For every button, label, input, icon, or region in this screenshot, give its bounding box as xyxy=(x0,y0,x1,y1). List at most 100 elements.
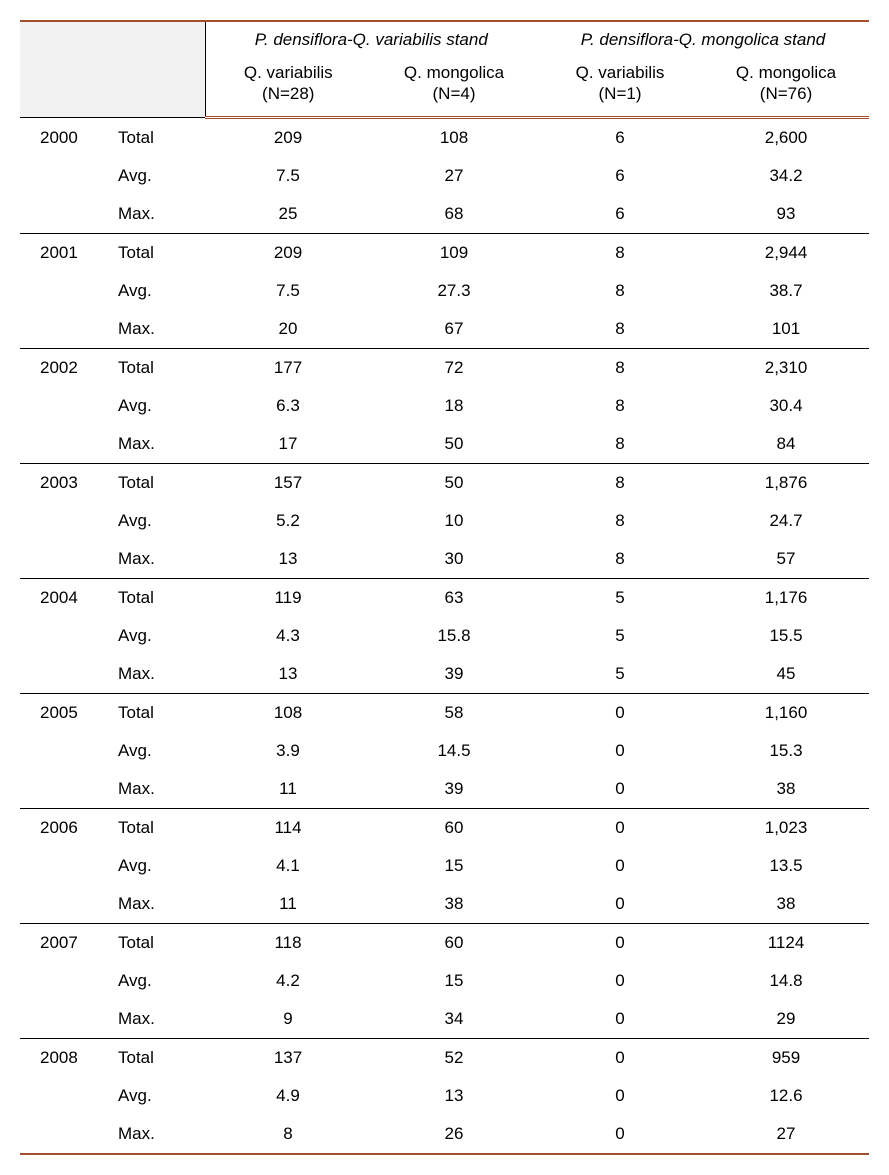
value-cell: 8 xyxy=(537,464,703,503)
value-cell: 5 xyxy=(537,617,703,655)
value-cell: 29 xyxy=(703,1000,869,1039)
stat-cell: Total xyxy=(110,924,205,963)
year-cell xyxy=(20,732,110,770)
stat-cell: Avg. xyxy=(110,502,205,540)
stat-cell: Max. xyxy=(110,425,205,464)
value-cell: 34 xyxy=(371,1000,537,1039)
value-cell: 0 xyxy=(537,924,703,963)
header-blank xyxy=(20,21,205,118)
value-cell: 6.3 xyxy=(205,387,371,425)
year-cell xyxy=(20,847,110,885)
value-cell: 157 xyxy=(205,464,371,503)
year-cell xyxy=(20,502,110,540)
header-col-1-name: Q. variabilis xyxy=(206,62,372,83)
value-cell: 0 xyxy=(537,1115,703,1154)
value-cell: 5 xyxy=(537,579,703,618)
value-cell: 0 xyxy=(537,770,703,809)
value-cell: 209 xyxy=(205,118,371,158)
value-cell: 30.4 xyxy=(703,387,869,425)
value-cell: 27.3 xyxy=(371,272,537,310)
table-row: 2004Total1196351,176 xyxy=(20,579,869,618)
stat-cell: Total xyxy=(110,694,205,733)
year-cell xyxy=(20,157,110,195)
stat-cell: Max. xyxy=(110,1115,205,1154)
stat-cell: Total xyxy=(110,234,205,273)
value-cell: 26 xyxy=(371,1115,537,1154)
value-cell: 34.2 xyxy=(703,157,869,195)
value-cell: 5.2 xyxy=(205,502,371,540)
year-cell xyxy=(20,1000,110,1039)
stat-cell: Total xyxy=(110,809,205,848)
value-cell: 8 xyxy=(537,349,703,388)
value-cell: 14.5 xyxy=(371,732,537,770)
value-cell: 0 xyxy=(537,847,703,885)
value-cell: 14.8 xyxy=(703,962,869,1000)
stat-cell: Total xyxy=(110,579,205,618)
value-cell: 1,876 xyxy=(703,464,869,503)
value-cell: 7.5 xyxy=(205,157,371,195)
header-col-3-name: Q. variabilis xyxy=(537,62,703,83)
value-cell: 4.3 xyxy=(205,617,371,655)
table-row: Max.1750884 xyxy=(20,425,869,464)
stat-cell: Avg. xyxy=(110,962,205,1000)
value-cell: 13.5 xyxy=(703,847,869,885)
value-cell: 12.6 xyxy=(703,1077,869,1115)
year-cell xyxy=(20,540,110,579)
table-row: Avg.4.913012.6 xyxy=(20,1077,869,1115)
table-row: Avg.7.527634.2 xyxy=(20,157,869,195)
value-cell: 58 xyxy=(371,694,537,733)
value-cell: 4.9 xyxy=(205,1077,371,1115)
value-cell: 0 xyxy=(537,962,703,1000)
value-cell: 39 xyxy=(371,655,537,694)
year-cell xyxy=(20,617,110,655)
table-row: Max.826027 xyxy=(20,1115,869,1154)
table-row: 2006Total1146001,023 xyxy=(20,809,869,848)
value-cell: 8 xyxy=(537,310,703,349)
year-cell: 2006 xyxy=(20,809,110,848)
value-cell: 25 xyxy=(205,195,371,234)
value-cell: 38 xyxy=(703,770,869,809)
value-cell: 6 xyxy=(537,157,703,195)
value-cell: 8 xyxy=(537,387,703,425)
year-cell xyxy=(20,425,110,464)
year-cell: 2004 xyxy=(20,579,110,618)
year-cell xyxy=(20,655,110,694)
table-row: 2005Total1085801,160 xyxy=(20,694,869,733)
value-cell: 6 xyxy=(537,118,703,158)
value-cell: 0 xyxy=(537,1077,703,1115)
value-cell: 8 xyxy=(537,234,703,273)
stat-cell: Max. xyxy=(110,885,205,924)
value-cell: 60 xyxy=(371,924,537,963)
value-cell: 17 xyxy=(205,425,371,464)
value-cell: 13 xyxy=(205,540,371,579)
value-cell: 6 xyxy=(537,195,703,234)
year-cell: 2003 xyxy=(20,464,110,503)
value-cell: 27 xyxy=(371,157,537,195)
year-cell: 2001 xyxy=(20,234,110,273)
value-cell: 52 xyxy=(371,1039,537,1078)
value-cell: 8 xyxy=(537,425,703,464)
table-row: Max.1138038 xyxy=(20,885,869,924)
value-cell: 15.5 xyxy=(703,617,869,655)
header-group-2: P. densiflora-Q. mongolica stand xyxy=(537,21,869,58)
stat-cell: Total xyxy=(110,1039,205,1078)
value-cell: 50 xyxy=(371,464,537,503)
stat-cell: Max. xyxy=(110,1000,205,1039)
table-row: Max.934029 xyxy=(20,1000,869,1039)
value-cell: 8 xyxy=(537,540,703,579)
stat-cell: Total xyxy=(110,349,205,388)
table-row: Avg.4.115013.5 xyxy=(20,847,869,885)
year-cell xyxy=(20,1115,110,1154)
year-cell xyxy=(20,310,110,349)
table-header: P. densiflora-Q. variabilis stand P. den… xyxy=(20,21,869,118)
header-col-2: Q. mongolica (N=4) xyxy=(371,58,537,118)
header-col-2-name: Q. mongolica xyxy=(371,62,537,83)
year-cell xyxy=(20,195,110,234)
table-row: Max.2568693 xyxy=(20,195,869,234)
value-cell: 2,600 xyxy=(703,118,869,158)
table-row: 2007Total1186001124 xyxy=(20,924,869,963)
stat-cell: Avg. xyxy=(110,1077,205,1115)
value-cell: 3.9 xyxy=(205,732,371,770)
table-row: Avg.7.527.3838.7 xyxy=(20,272,869,310)
table-row: Avg.4.215014.8 xyxy=(20,962,869,1000)
